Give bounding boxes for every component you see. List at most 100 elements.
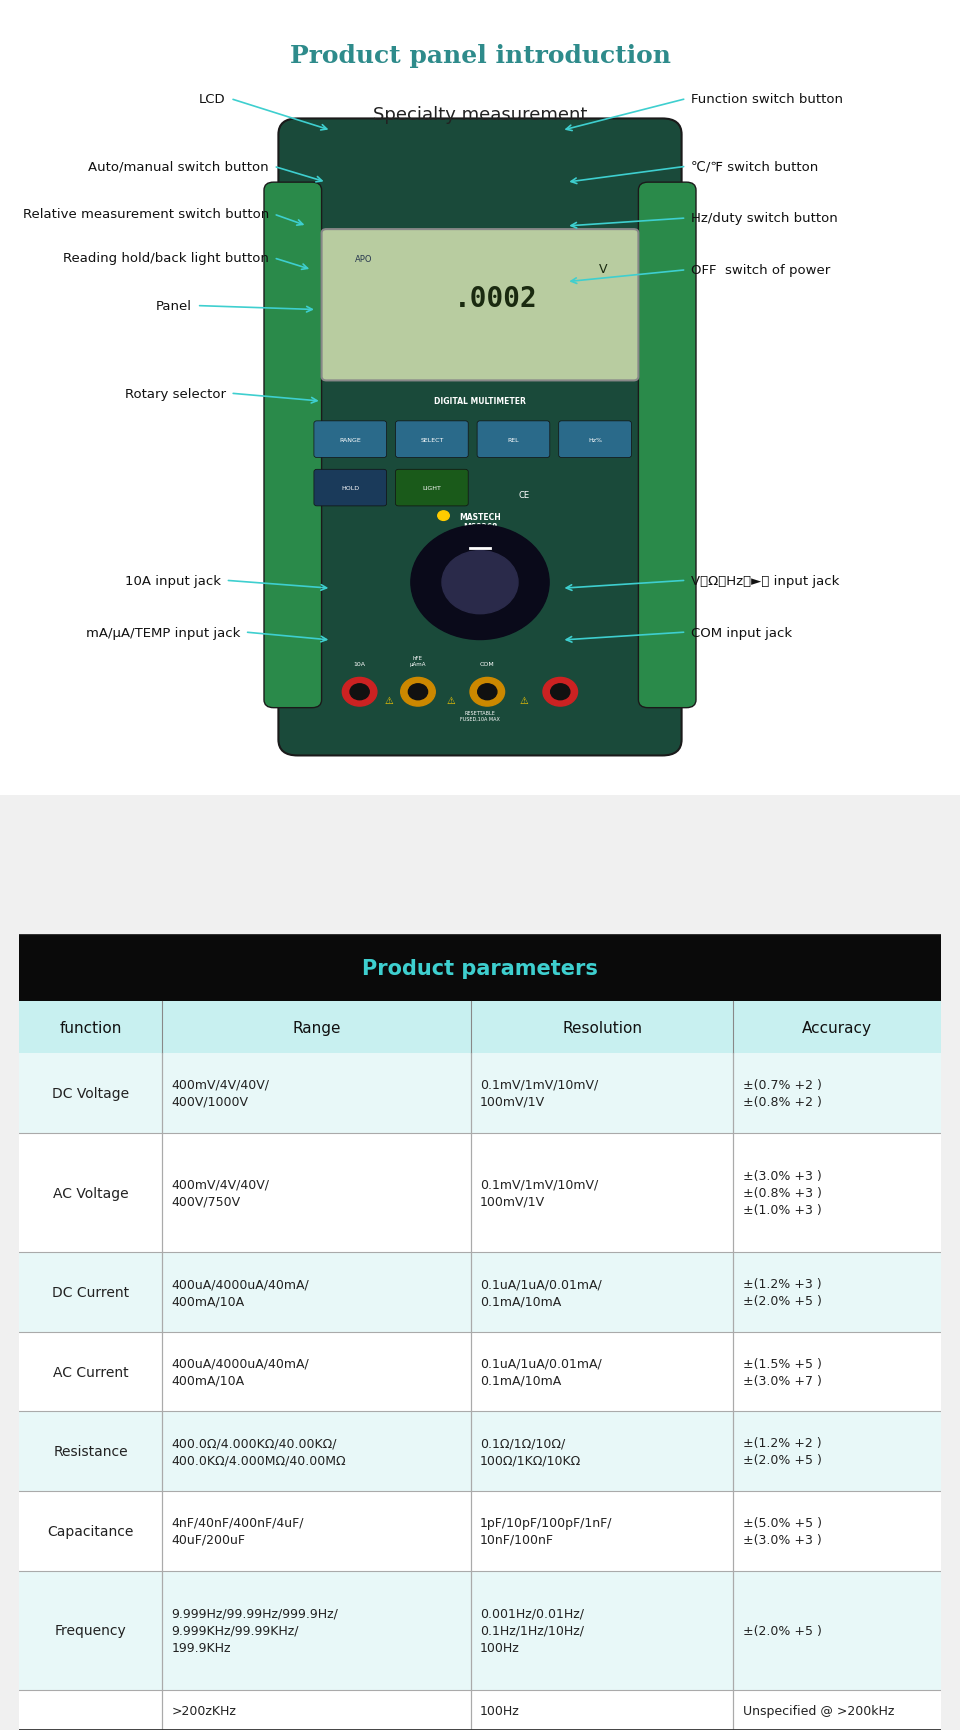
FancyBboxPatch shape <box>638 183 696 708</box>
Text: ℃/℉ switch button: ℃/℉ switch button <box>691 161 819 173</box>
Text: ±(2.0% +5 ): ±(2.0% +5 ) <box>743 1624 822 1637</box>
Text: ⚠: ⚠ <box>519 695 528 706</box>
Text: Specialty measurement: Specialty measurement <box>372 107 588 125</box>
Text: 4nF/40nF/400nF/4uF/
40uF/200uF: 4nF/40nF/400nF/4uF/ 40uF/200uF <box>171 1515 303 1547</box>
Text: Panel: Panel <box>156 299 192 313</box>
Text: Relative measurement switch button: Relative measurement switch button <box>22 208 269 221</box>
FancyBboxPatch shape <box>477 422 550 458</box>
Circle shape <box>470 678 505 706</box>
Text: 9.999Hz/99.99Hz/999.9Hz/
9.999KHz/99.99KHz/
199.9KHz: 9.999Hz/99.99Hz/999.9Hz/ 9.999KHz/99.99K… <box>171 1607 338 1654</box>
Text: .0002: .0002 <box>453 284 538 313</box>
Text: 400mV/4V/40V/
400V/750V: 400mV/4V/40V/ 400V/750V <box>171 1178 269 1208</box>
Text: Reading hold/back light button: Reading hold/back light button <box>63 253 269 265</box>
Text: Function switch button: Function switch button <box>691 93 843 106</box>
Text: Product panel introduction: Product panel introduction <box>290 43 670 67</box>
Text: RANGE: RANGE <box>340 438 361 443</box>
Text: Resolution: Resolution <box>563 1021 642 1035</box>
Text: DC Voltage: DC Voltage <box>52 1086 130 1100</box>
FancyBboxPatch shape <box>314 422 387 458</box>
Text: Range: Range <box>292 1021 341 1035</box>
FancyBboxPatch shape <box>396 471 468 507</box>
Circle shape <box>350 685 370 701</box>
Text: Hz/duty switch button: Hz/duty switch button <box>691 213 838 225</box>
Text: 0.1mV/1mV/10mV/
100mV/1V: 0.1mV/1mV/10mV/ 100mV/1V <box>480 1178 598 1208</box>
Text: 1pF/10pF/100pF/1nF/
10nF/100nF: 1pF/10pF/100pF/1nF/ 10nF/100nF <box>480 1515 612 1547</box>
Text: DC Current: DC Current <box>52 1285 130 1299</box>
Text: 400.0Ω/4.000KΩ/40.00KΩ/
400.0KΩ/4.000MΩ/40.00MΩ: 400.0Ω/4.000KΩ/40.00KΩ/ 400.0KΩ/4.000MΩ/… <box>171 1436 346 1467</box>
Circle shape <box>400 678 435 706</box>
Text: 0.001Hz/0.01Hz/
0.1Hz/1Hz/10Hz/
100Hz: 0.001Hz/0.01Hz/ 0.1Hz/1Hz/10Hz/ 100Hz <box>480 1607 584 1654</box>
Text: >200zKHz: >200zKHz <box>171 1704 236 1716</box>
Circle shape <box>438 512 449 521</box>
FancyBboxPatch shape <box>314 471 387 507</box>
Text: V、Ω、Hz、►、 input jack: V、Ω、Hz、►、 input jack <box>691 574 840 588</box>
Text: MASTECH
MS8268: MASTECH MS8268 <box>459 512 501 533</box>
Bar <box>19 1253 941 1332</box>
Text: hFE
μAmA: hFE μAmA <box>410 656 426 666</box>
Text: OFF  switch of power: OFF switch of power <box>691 265 830 277</box>
Text: 0.1uA/1uA/0.01mA/
0.1mA/10mA: 0.1uA/1uA/0.01mA/ 0.1mA/10mA <box>480 1277 602 1308</box>
FancyBboxPatch shape <box>559 422 632 458</box>
Text: CE: CE <box>518 491 529 500</box>
Bar <box>19 1690 941 1730</box>
Bar <box>19 934 941 1002</box>
Circle shape <box>408 685 427 701</box>
Text: Rotary selector: Rotary selector <box>125 388 226 400</box>
Circle shape <box>543 678 578 706</box>
FancyBboxPatch shape <box>278 119 682 756</box>
Text: Frequency: Frequency <box>55 1623 127 1638</box>
Text: 400uA/4000uA/40mA/
400mA/10A: 400uA/4000uA/40mA/ 400mA/10A <box>171 1277 309 1308</box>
Bar <box>19 1332 941 1412</box>
Bar <box>19 1412 941 1491</box>
Text: AC Current: AC Current <box>53 1365 129 1379</box>
Text: 10A: 10A <box>353 663 366 666</box>
Text: COM input jack: COM input jack <box>691 626 792 638</box>
Text: Resistance: Resistance <box>54 1445 128 1458</box>
Text: 100Hz: 100Hz <box>480 1704 519 1716</box>
Bar <box>19 1002 941 1054</box>
Circle shape <box>442 552 518 614</box>
Text: V: V <box>599 263 607 277</box>
Bar <box>19 1491 941 1571</box>
Text: ±(1.2% +2 )
±(2.0% +5 ): ±(1.2% +2 ) ±(2.0% +5 ) <box>743 1436 822 1467</box>
Text: 0.1mV/1mV/10mV/
100mV/1V: 0.1mV/1mV/10mV/ 100mV/1V <box>480 1078 598 1109</box>
Text: 0.1uA/1uA/0.01mA/
0.1mA/10mA: 0.1uA/1uA/0.01mA/ 0.1mA/10mA <box>480 1356 602 1387</box>
Text: RESETTABLE
FUSED,10A MAX: RESETTABLE FUSED,10A MAX <box>460 711 500 721</box>
Text: ±(1.5% +5 )
±(3.0% +7 ): ±(1.5% +5 ) ±(3.0% +7 ) <box>743 1356 822 1387</box>
Text: Accuracy: Accuracy <box>803 1021 872 1035</box>
Bar <box>19 1054 941 1133</box>
Text: LIGHT: LIGHT <box>422 486 442 491</box>
Circle shape <box>551 685 570 701</box>
Bar <box>19 1571 941 1690</box>
Text: 10A input jack: 10A input jack <box>125 574 221 588</box>
Text: ±(5.0% +5 )
±(3.0% +3 ): ±(5.0% +5 ) ±(3.0% +3 ) <box>743 1515 822 1547</box>
Text: 0.1Ω/1Ω/10Ω/
100Ω/1KΩ/10KΩ: 0.1Ω/1Ω/10Ω/ 100Ω/1KΩ/10KΩ <box>480 1436 581 1467</box>
Circle shape <box>343 678 377 706</box>
Text: 400mV/4V/40V/
400V/1000V: 400mV/4V/40V/ 400V/1000V <box>171 1078 269 1109</box>
Text: mA/μA/TEMP input jack: mA/μA/TEMP input jack <box>85 626 240 638</box>
Text: LCD: LCD <box>199 93 226 106</box>
FancyBboxPatch shape <box>264 183 322 708</box>
Text: SELECT: SELECT <box>420 438 444 443</box>
Text: ±(0.7% +2 )
±(0.8% +2 ): ±(0.7% +2 ) ±(0.8% +2 ) <box>743 1078 822 1109</box>
Text: ±(3.0% +3 )
±(0.8% +3 )
±(1.0% +3 ): ±(3.0% +3 ) ±(0.8% +3 ) ±(1.0% +3 ) <box>743 1169 822 1216</box>
Text: ⚠: ⚠ <box>446 695 455 706</box>
Text: AC Voltage: AC Voltage <box>53 1185 129 1201</box>
Text: HOLD: HOLD <box>341 486 359 491</box>
Text: Capacitance: Capacitance <box>47 1524 133 1538</box>
FancyBboxPatch shape <box>322 230 638 381</box>
Text: APO: APO <box>354 256 372 265</box>
Text: Hz%: Hz% <box>588 438 602 443</box>
Text: Product parameters: Product parameters <box>362 958 598 977</box>
Text: DIGITAL MULTIMETER: DIGITAL MULTIMETER <box>434 396 526 407</box>
Bar <box>19 1133 941 1253</box>
Text: function: function <box>60 1021 122 1035</box>
Text: ⚠: ⚠ <box>384 695 394 706</box>
Circle shape <box>478 685 497 701</box>
Text: Auto/manual switch button: Auto/manual switch button <box>88 161 269 173</box>
Text: ±(1.2% +3 )
±(2.0% +5 ): ±(1.2% +3 ) ±(2.0% +5 ) <box>743 1277 822 1308</box>
Text: Unspecified @ >200kHz: Unspecified @ >200kHz <box>743 1704 894 1716</box>
FancyBboxPatch shape <box>396 422 468 458</box>
Text: 400uA/4000uA/40mA/
400mA/10A: 400uA/4000uA/40mA/ 400mA/10A <box>171 1356 309 1387</box>
Circle shape <box>411 526 549 640</box>
